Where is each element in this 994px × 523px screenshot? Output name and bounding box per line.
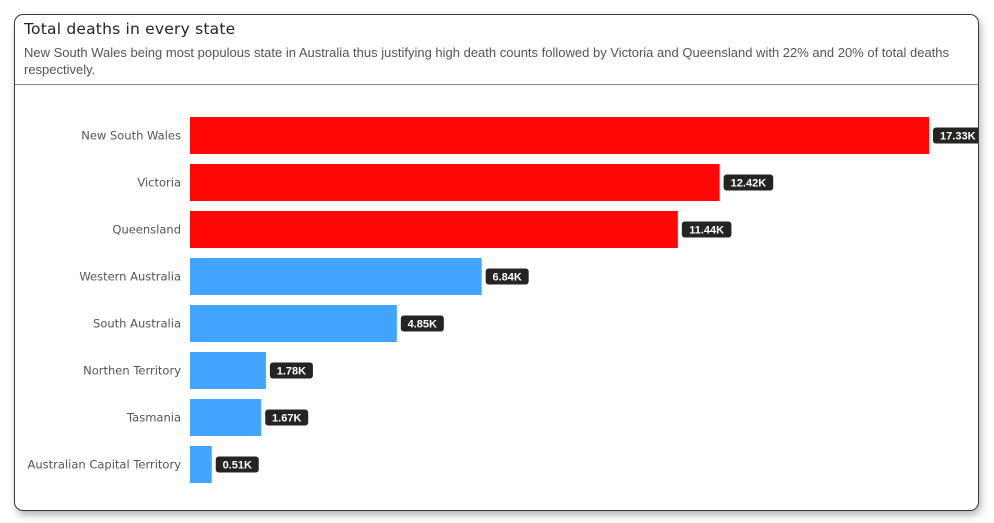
data-label: 1.78K <box>277 366 306 378</box>
category-label: Northen Territory <box>83 364 181 378</box>
data-label-badge <box>215 456 259 473</box>
category-label: New South Wales <box>81 129 181 143</box>
bar[interactable] <box>190 211 678 248</box>
data-label: 6.84K <box>492 272 521 284</box>
bar[interactable] <box>190 399 262 436</box>
category-label: Tasmania <box>126 411 181 425</box>
data-label-badge <box>269 362 313 379</box>
data-label-badge <box>681 221 732 238</box>
bar-row: Victoria 12.42K <box>137 164 774 201</box>
data-label: 11.44K <box>689 225 724 237</box>
data-label: 4.85K <box>408 319 437 331</box>
bar-chart: New South Wales 17.33K Victoria 12.42K Queen… <box>28 117 978 483</box>
chart-card: Total deaths in every state New South Wa… <box>14 14 979 511</box>
category-label: Australian Capital Territory <box>28 458 182 472</box>
data-label-badge <box>400 315 444 332</box>
bar-row: Western Australia 6.84K <box>79 258 529 295</box>
bar[interactable] <box>190 446 212 483</box>
data-label-badge <box>485 268 529 285</box>
bar[interactable] <box>190 258 482 295</box>
data-label-badge <box>723 174 774 191</box>
category-label: Western Australia <box>79 270 181 284</box>
bar[interactable] <box>190 164 720 201</box>
bar-row: South Australia 4.85K <box>93 305 444 342</box>
category-label: Queensland <box>112 223 181 237</box>
bar[interactable] <box>190 352 266 389</box>
bar-row: Northen Territory 1.78K <box>83 352 313 389</box>
header-divider <box>15 84 978 85</box>
bar-row: Queensland 11.44K <box>112 211 732 248</box>
chart-subtitle: New South Wales being most populous stat… <box>24 45 950 77</box>
bar[interactable] <box>190 305 397 342</box>
bar[interactable] <box>190 117 929 154</box>
bar-row: Australian Capital Territory 0.51K <box>28 446 259 483</box>
chart-title: Total deaths in every state <box>24 20 236 38</box>
category-label: South Australia <box>93 317 181 331</box>
data-label: 1.67K <box>272 413 301 425</box>
data-label-badge <box>265 409 309 426</box>
data-label: 17.33K <box>940 131 976 143</box>
data-label-badge <box>933 127 978 144</box>
bar-row: New South Wales 17.33K <box>81 117 978 154</box>
data-label: 0.51K <box>223 460 252 472</box>
category-label: Victoria <box>137 176 181 190</box>
data-label: 12.42K <box>731 178 767 190</box>
bar-row: Tasmania 1.67K <box>126 399 309 436</box>
